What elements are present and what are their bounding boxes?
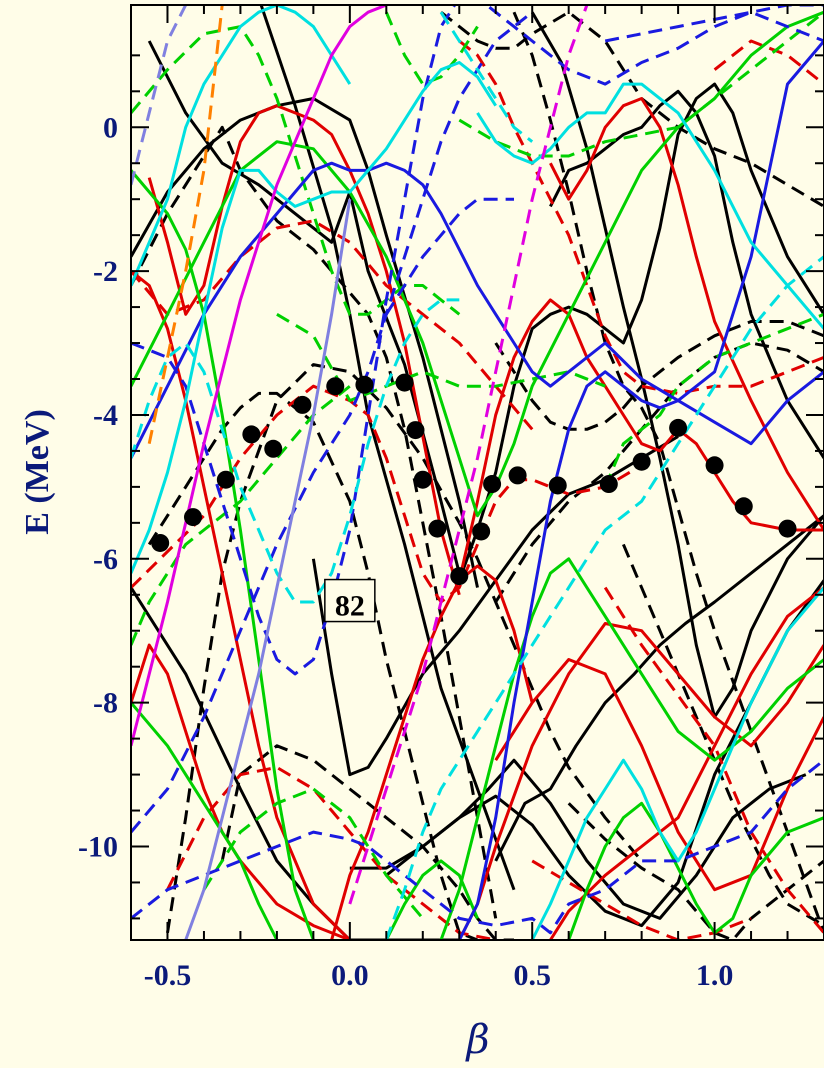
level-line-23: [131, 269, 351, 940]
data-dot-7: [326, 377, 345, 396]
level-line-26: [457, 298, 824, 581]
level-line-61: [530, 586, 824, 940]
level-line-63: [384, 255, 824, 940]
data-dots-layer: [151, 373, 797, 586]
data-dot-15: [483, 475, 502, 494]
level-line-40: [131, 701, 279, 940]
level-line-49: [603, 312, 824, 488]
data-dot-20: [669, 418, 688, 437]
level-line-51: [131, 161, 824, 459]
annotation-box: [324, 578, 376, 623]
data-dot-9: [395, 373, 414, 392]
level-line-69: [147, 5, 224, 445]
level-line-68: [131, 5, 188, 186]
level-lines-layer: [131, 5, 824, 940]
level-line-48: [458, 11, 824, 158]
level-line-59: [131, 5, 352, 287]
level-line-44: [131, 385, 351, 646]
level-line-64: [439, 11, 534, 143]
data-dot-8: [355, 375, 374, 394]
level-line-7: [349, 758, 807, 920]
level-line-35: [603, 586, 824, 934]
level-line-32: [131, 219, 534, 431]
level-line-29: [494, 658, 824, 892]
level-line-56: [385, 197, 514, 316]
y-tick-label: -4: [93, 399, 118, 432]
level-line-52: [457, 40, 824, 940]
data-dot-13: [450, 567, 469, 586]
data-dot-14: [472, 522, 491, 541]
level-line-47: [202, 787, 424, 920]
data-dot-12: [428, 519, 447, 538]
data-dot-11: [413, 470, 432, 489]
data-dot-18: [599, 475, 618, 494]
data-dot-6: [293, 395, 312, 414]
data-dot-19: [632, 452, 651, 471]
level-line-28: [457, 622, 824, 940]
y-axis-title: E (MeV): [19, 409, 56, 535]
level-line-39: [131, 169, 315, 940]
y-tick-label: -6: [93, 543, 118, 576]
level-line-8: [494, 514, 824, 862]
data-dot-22: [734, 497, 753, 516]
x-axis-title: β: [464, 1017, 489, 1063]
data-dot-4: [242, 425, 261, 444]
level-line-2: [131, 97, 479, 588]
magic-number-annotation: 82: [324, 578, 376, 623]
level-line-21: [567, 802, 824, 940]
data-dot-21: [705, 456, 724, 475]
level-line-24: [131, 643, 351, 940]
level-line-65: [131, 5, 387, 747]
data-dot-10: [406, 421, 425, 440]
level-line-45: [131, 25, 461, 316]
data-dot-2: [184, 508, 203, 527]
level-line-62: [131, 298, 460, 604]
x-tick-label: 1.0: [696, 959, 734, 992]
level-line-19: [494, 320, 824, 431]
y-tick-label: 0: [103, 111, 118, 144]
data-dot-23: [778, 519, 797, 538]
level-line-55: [131, 5, 824, 676]
level-line-12: [131, 125, 498, 919]
y-tick-label: -8: [93, 687, 118, 720]
level-line-42: [567, 801, 824, 940]
data-dot-16: [508, 466, 527, 485]
level-line-67: [184, 198, 352, 940]
level-line-58: [131, 61, 497, 574]
level-line-20: [622, 543, 824, 927]
data-dot-5: [264, 439, 283, 458]
level-line-33: [166, 765, 496, 940]
annotation-text: 82: [335, 590, 365, 623]
x-tick-label: 0.0: [331, 959, 369, 992]
level-line-30: [549, 586, 824, 940]
level-line-17: [512, 11, 824, 934]
level-line-9: [457, 82, 824, 581]
x-tick-label: -0.5: [144, 959, 192, 992]
level-line-46: [276, 313, 606, 403]
level-line-60: [476, 82, 824, 330]
level-line-31: [131, 384, 643, 604]
data-dot-3: [216, 470, 235, 489]
level-line-16: [440, 10, 824, 208]
plot-frame: [130, 4, 824, 941]
data-dot-17: [548, 476, 567, 495]
level-line-66: [348, 5, 589, 905]
level-line-43: [384, 859, 479, 940]
level-line-36: [713, 39, 824, 86]
level-line-54: [131, 759, 824, 935]
y-tick-label: -2: [93, 255, 118, 288]
x-tick-label: 0.5: [513, 959, 551, 992]
y-tick-label: -10: [78, 831, 118, 864]
data-dot-1: [151, 533, 170, 552]
level-line-27: [549, 97, 824, 531]
level-line-34: [458, 39, 824, 395]
axis-ticks-layer: -0.5 0.0 0.5 1.0 0 -2 -4 -6 -8 -10: [78, 5, 824, 992]
level-line-10: [530, 11, 824, 719]
